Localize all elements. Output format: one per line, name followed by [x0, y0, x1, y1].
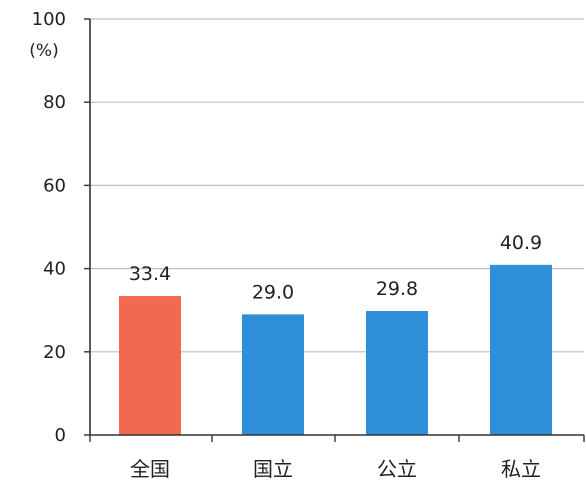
data-label-2: 29.0: [252, 281, 294, 303]
y-tick-label-80: 80: [43, 92, 66, 113]
x-tick-label-3: 公立: [377, 457, 417, 481]
value-labels: 33.4 29.0 29.8 40.9: [129, 232, 542, 304]
y-tick-label-20: 20: [43, 342, 66, 363]
x-tick-label-2: 国立: [253, 457, 293, 481]
axes: [84, 18, 585, 442]
data-label-1: 33.4: [129, 263, 171, 285]
x-tick-label-1: 全国: [130, 457, 170, 481]
y-unit-label: (%): [29, 41, 58, 61]
y-tick-label-100: 100: [32, 9, 66, 30]
bar-2: [242, 314, 304, 435]
x-tick-label-4: 私立: [501, 457, 541, 481]
bar-4: [490, 264, 552, 435]
data-label-4: 40.9: [500, 232, 542, 254]
y-tick-label-60: 60: [43, 175, 66, 196]
data-label-3: 29.8: [376, 278, 418, 300]
y-tick-label-0: 0: [55, 425, 66, 446]
category-labels: 全国 国立 公立 私立: [130, 457, 541, 481]
y-tick-labels: 0 20 40 60 80 100: [32, 9, 66, 446]
bar-3: [366, 311, 428, 435]
y-tick-label-40: 40: [43, 259, 66, 280]
bars: [119, 264, 552, 435]
bar-1: [119, 296, 181, 435]
